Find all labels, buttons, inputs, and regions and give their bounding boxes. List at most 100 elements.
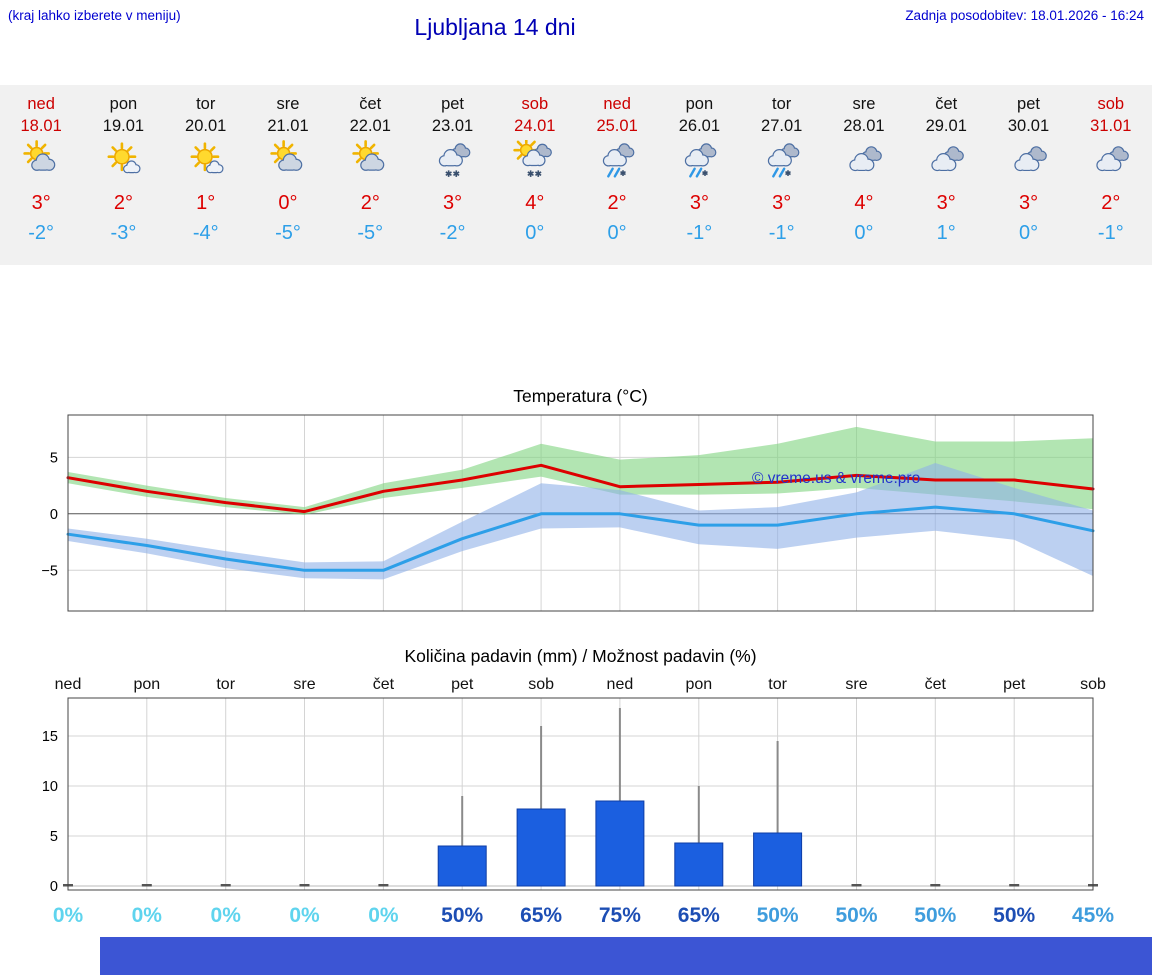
weather-icon-cloudy: [840, 137, 888, 183]
svg-text:pet: pet: [1003, 676, 1026, 693]
day-high-temp: 2°: [360, 192, 380, 214]
zero-precip-mark: [220, 884, 231, 887]
cloud-rain-icon: [602, 143, 635, 178]
weather-icon-cloudy: [1087, 137, 1135, 183]
day-date: 26.01: [678, 117, 721, 135]
svg-text:pet: pet: [451, 676, 474, 693]
svg-text:ned: ned: [607, 676, 634, 693]
day-date: 19.01: [102, 117, 145, 135]
day-high-temp: 4°: [525, 192, 545, 214]
forecast-day-29.01: čet 29.01 3° 1°: [905, 85, 987, 265]
cloudy-icon: [1096, 146, 1129, 172]
svg-text:sre: sre: [845, 676, 867, 693]
day-date: 18.01: [20, 117, 62, 135]
day-name: pon: [685, 95, 714, 113]
svg-text:0%: 0%: [211, 904, 242, 927]
svg-text:50%: 50%: [914, 904, 956, 927]
day-low-temp: -1°: [686, 222, 713, 244]
min temperatura-line: [66, 505, 1095, 572]
day-name: tor: [196, 95, 216, 113]
day-name: pet: [441, 95, 465, 113]
svg-text:0%: 0%: [289, 904, 320, 927]
forecast-day-31.01: sob 31.01 2° -1°: [1070, 85, 1152, 265]
day-date: 27.01: [761, 117, 803, 135]
weather-icon-partly-cloudy: [346, 137, 394, 183]
svg-text:0%: 0%: [53, 904, 84, 927]
forecast-day-26.01: pon 26.01 3° -1°: [658, 85, 740, 265]
day-low-temp: -4°: [192, 222, 219, 244]
zero-precip-mark: [378, 884, 389, 887]
svg-text:50%: 50%: [441, 904, 483, 927]
precip-bar: [516, 808, 566, 887]
sun-part: [107, 142, 137, 172]
last-updated: Zadnja posodobitev: 18.01.2026 - 16:24: [905, 8, 1144, 23]
day-name: sre: [276, 95, 300, 113]
svg-text:−5: −5: [41, 563, 58, 579]
svg-text:50%: 50%: [835, 904, 877, 927]
forecast-day-28.01: sre 28.01 4° 0°: [823, 85, 905, 265]
weather-icon-partly-cloudy: [264, 137, 312, 183]
day-date: 28.01: [843, 117, 885, 135]
day-date: 25.01: [596, 117, 638, 135]
precipitation-chart-title: Količina padavin (mm) / Možnost padavin …: [404, 646, 757, 666]
zero-precip-mark: [141, 884, 152, 887]
partly-cloudy-icon: [23, 140, 56, 171]
svg-text:15: 15: [42, 729, 58, 745]
svg-text:65%: 65%: [678, 904, 720, 927]
day-name: čet: [359, 95, 382, 113]
sun-cloud-snow-icon: [513, 140, 552, 177]
weather-icon-mostly-sunny: [182, 137, 230, 183]
svg-text:sob: sob: [1080, 676, 1106, 693]
svg-text:50%: 50%: [993, 904, 1035, 927]
partly-cloudy-icon: [352, 140, 385, 171]
day-low-temp: 0°: [854, 222, 874, 244]
day-low-temp: 0°: [525, 222, 545, 244]
max temperatura-line: [66, 463, 1095, 514]
day-name: čet: [935, 95, 958, 113]
day-low-temp: -5°: [275, 222, 301, 244]
svg-text:pon: pon: [133, 676, 160, 693]
svg-text:65%: 65%: [520, 904, 562, 927]
svg-text:75%: 75%: [599, 904, 641, 927]
weather-icon-sun-cloud-snow: [511, 137, 559, 183]
partly-cloudy-icon: [270, 140, 303, 171]
day-date: 22.01: [349, 117, 391, 135]
svg-text:0%: 0%: [368, 904, 399, 927]
svg-text:čet: čet: [925, 676, 947, 693]
day-name: ned: [27, 95, 55, 113]
day-name: sre: [852, 95, 876, 113]
sun-part: [190, 142, 220, 172]
temperature-chart-title: Temperatura (°C): [513, 386, 648, 406]
page-title: Ljubljana 14 dni: [414, 14, 576, 40]
day-high-temp: 4°: [854, 192, 874, 214]
svg-text:tor: tor: [768, 676, 787, 693]
forecast-strip: ned 18.01 3° -2° pon 19.01 2° -3° tor 20…: [0, 85, 1152, 265]
forecast-day-18.01: ned 18.01 3° -2°: [0, 85, 82, 265]
weather-icon-cloud-snow: [429, 137, 477, 183]
forecast-day-20.01: tor 20.01 1° -4°: [165, 85, 247, 265]
mostly-sunny-icon: [190, 142, 224, 174]
day-date: 20.01: [185, 117, 227, 135]
day-high-temp: 3°: [772, 192, 792, 214]
day-high-temp: 2°: [1101, 192, 1121, 214]
day-date: 24.01: [514, 117, 556, 135]
weather-icon-cloud-rain: [758, 137, 806, 183]
day-low-temp: -1°: [1097, 222, 1124, 244]
weather-icon-partly-cloudy: [17, 137, 65, 183]
precip-bar: [674, 842, 724, 887]
day-high-temp: 3°: [689, 192, 709, 214]
day-name: tor: [772, 95, 792, 113]
forecast-day-25.01: ned 25.01 2° 0°: [576, 85, 658, 265]
zero-precip-mark: [299, 884, 310, 887]
day-low-temp: -2°: [28, 222, 55, 244]
day-low-temp: 0°: [1018, 222, 1039, 244]
weather-icon-mostly-sunny: [99, 137, 147, 183]
day-name: ned: [603, 95, 631, 113]
svg-text:50%: 50%: [757, 904, 799, 927]
forecast-day-21.01: sre 21.01 0° -5°: [247, 85, 329, 265]
day-high-temp: 1°: [196, 192, 216, 214]
svg-text:sob: sob: [528, 676, 554, 693]
cloudy-icon: [1013, 146, 1047, 172]
day-date: 21.01: [267, 117, 309, 135]
precipitation-plot-svg: ned pon tor sre čet pet sob ned pon tor sre čet pet s…: [42, 676, 1114, 927]
